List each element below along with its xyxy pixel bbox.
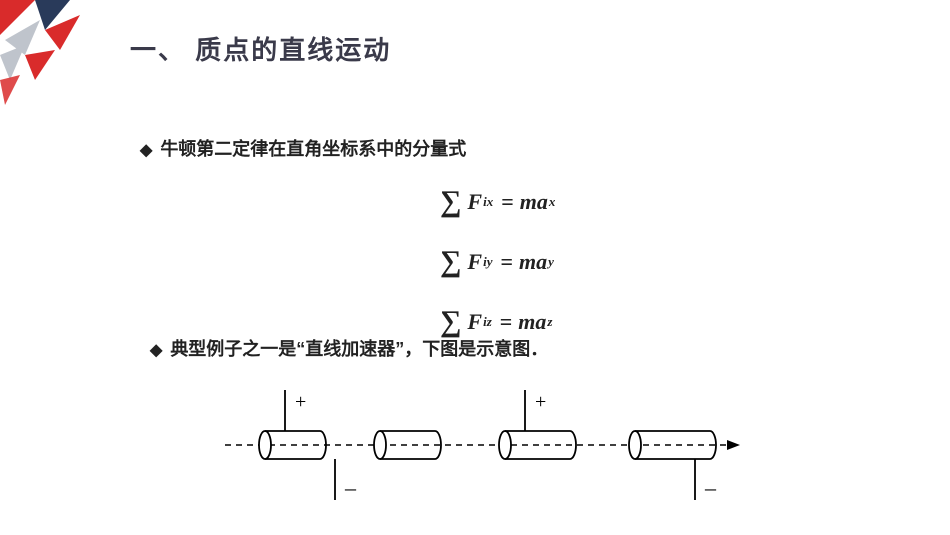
bullet-1: ◆ 牛顿第二定律在直角坐标系中的分量式 (140, 135, 466, 161)
equations-block: ∑Fix =max ∑Fiy =may ∑Fiz =maz (440, 175, 557, 355)
linear-accelerator-diagram: + – + – (205, 380, 765, 510)
section-heading: 一、 质点的直线运动 (130, 30, 391, 67)
bullet-2-text: 典型例子之一是“直线加速器”，下图是示意图． (170, 339, 548, 359)
diamond-icon: ◆ (140, 142, 152, 159)
bullet-2: ◆ 典型例子之一是“直线加速器”，下图是示意图． (150, 335, 548, 361)
equation-row-x: ∑Fix =max (440, 175, 557, 229)
minus-label-1: – (344, 475, 357, 500)
plus-label-1: + (295, 391, 306, 413)
bullet-1-text: 牛顿第二定律在直角坐标系中的分量式 (160, 139, 466, 159)
corner-decoration (0, 0, 120, 120)
minus-label-2: – (704, 475, 717, 500)
plus-label-2: + (535, 391, 546, 413)
diamond-icon: ◆ (150, 342, 162, 359)
equation-row-y: ∑Fiy =may (440, 235, 557, 289)
cylinder-2 (374, 431, 441, 459)
